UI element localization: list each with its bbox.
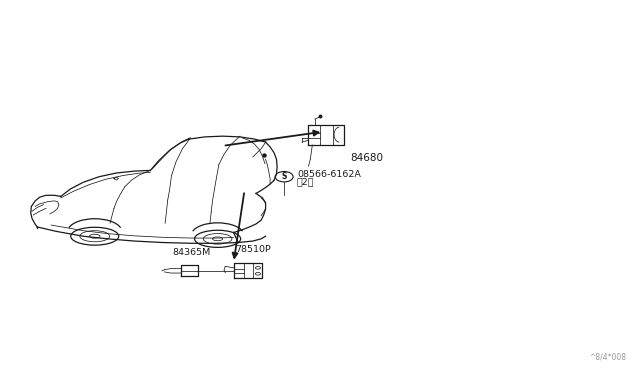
Text: 84680: 84680 (351, 153, 384, 163)
Text: ^8/4*008: ^8/4*008 (589, 353, 626, 362)
Text: S: S (282, 172, 287, 181)
Text: 84365M: 84365M (173, 248, 211, 257)
Text: 08566-6162A: 08566-6162A (297, 170, 361, 179)
Text: 78510P: 78510P (236, 245, 271, 254)
Text: （2）: （2） (297, 177, 314, 186)
